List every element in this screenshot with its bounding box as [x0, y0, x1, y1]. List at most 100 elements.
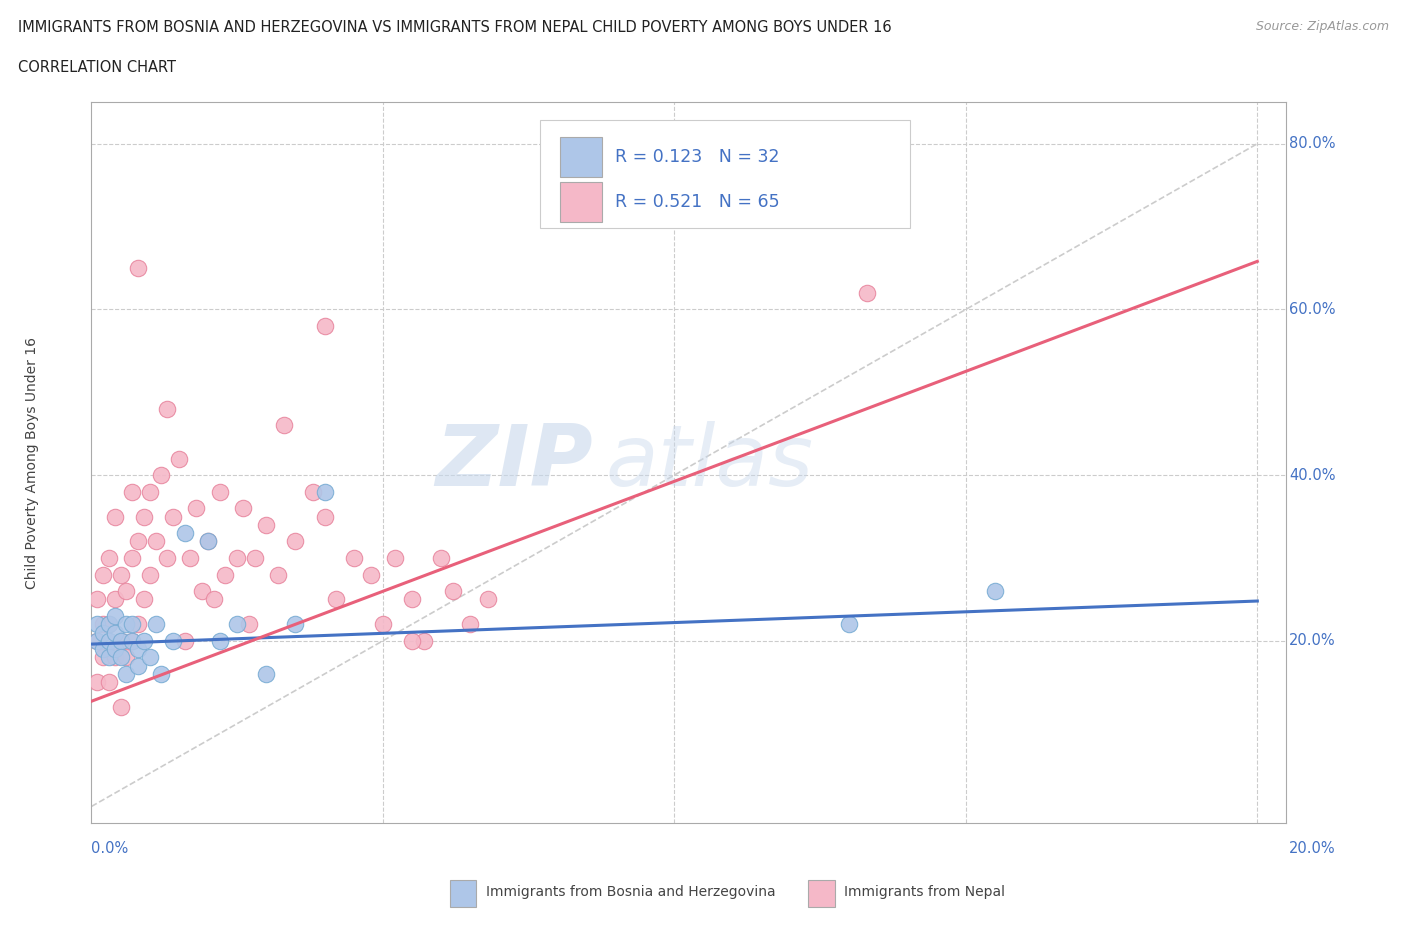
- Point: [104, 608, 127, 623]
- Point: [208, 485, 231, 499]
- Point: [127, 658, 149, 673]
- Text: atlas: atlas: [605, 421, 813, 504]
- Point: [186, 500, 208, 515]
- Point: [314, 485, 336, 499]
- Point: [127, 642, 149, 657]
- Point: [110, 650, 132, 665]
- Point: [110, 633, 132, 648]
- Point: [121, 551, 143, 565]
- FancyBboxPatch shape: [450, 880, 477, 908]
- Point: [226, 551, 249, 565]
- Point: [132, 633, 155, 648]
- Point: [115, 584, 138, 599]
- Point: [156, 551, 179, 565]
- Point: [115, 667, 138, 682]
- Text: 80.0%: 80.0%: [1289, 136, 1336, 152]
- Text: 20.0%: 20.0%: [1289, 633, 1336, 648]
- Point: [138, 650, 160, 665]
- Point: [384, 551, 406, 565]
- Point: [267, 567, 290, 582]
- Point: [121, 485, 143, 499]
- Text: 20.0%: 20.0%: [1289, 841, 1336, 857]
- Point: [191, 584, 214, 599]
- Point: [145, 617, 167, 631]
- Point: [127, 617, 149, 631]
- Point: [86, 617, 108, 631]
- Point: [150, 468, 173, 483]
- Point: [838, 617, 860, 631]
- Point: [91, 617, 114, 631]
- FancyBboxPatch shape: [560, 138, 602, 177]
- Point: [86, 633, 108, 648]
- Point: [97, 617, 120, 631]
- Point: [477, 591, 499, 606]
- Text: ZIP: ZIP: [436, 421, 593, 504]
- Point: [86, 591, 108, 606]
- Point: [145, 534, 167, 549]
- Point: [401, 591, 423, 606]
- Point: [208, 633, 231, 648]
- Text: 60.0%: 60.0%: [1289, 302, 1336, 317]
- Point: [104, 650, 127, 665]
- Point: [110, 633, 132, 648]
- Point: [127, 534, 149, 549]
- Point: [86, 633, 108, 648]
- Point: [91, 642, 114, 657]
- Point: [179, 551, 201, 565]
- Point: [284, 617, 307, 631]
- FancyBboxPatch shape: [540, 120, 910, 229]
- Point: [115, 617, 138, 631]
- Text: Immigrants from Nepal: Immigrants from Nepal: [844, 884, 1005, 898]
- Point: [167, 451, 190, 466]
- Point: [97, 633, 120, 648]
- Point: [104, 591, 127, 606]
- Point: [104, 625, 127, 640]
- Text: Child Poverty Among Boys Under 16: Child Poverty Among Boys Under 16: [25, 337, 38, 589]
- Point: [412, 633, 434, 648]
- Point: [121, 633, 143, 648]
- Point: [441, 584, 464, 599]
- Point: [138, 485, 160, 499]
- Point: [254, 517, 277, 532]
- Point: [460, 617, 482, 631]
- Point: [132, 509, 155, 524]
- Point: [855, 286, 877, 300]
- Point: [302, 485, 325, 499]
- Point: [115, 650, 138, 665]
- Point: [104, 642, 127, 657]
- Point: [121, 617, 143, 631]
- Point: [284, 534, 307, 549]
- Point: [202, 591, 225, 606]
- Text: R = 0.521   N = 65: R = 0.521 N = 65: [614, 193, 779, 211]
- Point: [325, 591, 347, 606]
- Point: [127, 260, 149, 275]
- Text: Immigrants from Bosnia and Herzegovina: Immigrants from Bosnia and Herzegovina: [486, 884, 775, 898]
- Point: [138, 567, 160, 582]
- Point: [162, 633, 184, 648]
- Point: [314, 509, 336, 524]
- Text: CORRELATION CHART: CORRELATION CHART: [18, 60, 176, 75]
- Point: [984, 584, 1007, 599]
- Point: [173, 525, 195, 540]
- Text: IMMIGRANTS FROM BOSNIA AND HERZEGOVINA VS IMMIGRANTS FROM NEPAL CHILD POVERTY AM: IMMIGRANTS FROM BOSNIA AND HERZEGOVINA V…: [18, 20, 891, 35]
- Point: [371, 617, 394, 631]
- Point: [238, 617, 260, 631]
- Point: [314, 319, 336, 334]
- FancyBboxPatch shape: [560, 182, 602, 221]
- Point: [97, 675, 120, 690]
- Point: [91, 567, 114, 582]
- Text: 40.0%: 40.0%: [1289, 468, 1336, 483]
- Point: [121, 633, 143, 648]
- Text: Source: ZipAtlas.com: Source: ZipAtlas.com: [1256, 20, 1389, 33]
- Point: [401, 633, 423, 648]
- Point: [104, 509, 127, 524]
- Point: [91, 650, 114, 665]
- Point: [232, 500, 254, 515]
- Point: [197, 534, 219, 549]
- Point: [156, 402, 179, 417]
- Text: R = 0.123   N = 32: R = 0.123 N = 32: [614, 148, 779, 166]
- Point: [110, 699, 132, 714]
- FancyBboxPatch shape: [808, 880, 835, 908]
- Point: [97, 650, 120, 665]
- Point: [86, 675, 108, 690]
